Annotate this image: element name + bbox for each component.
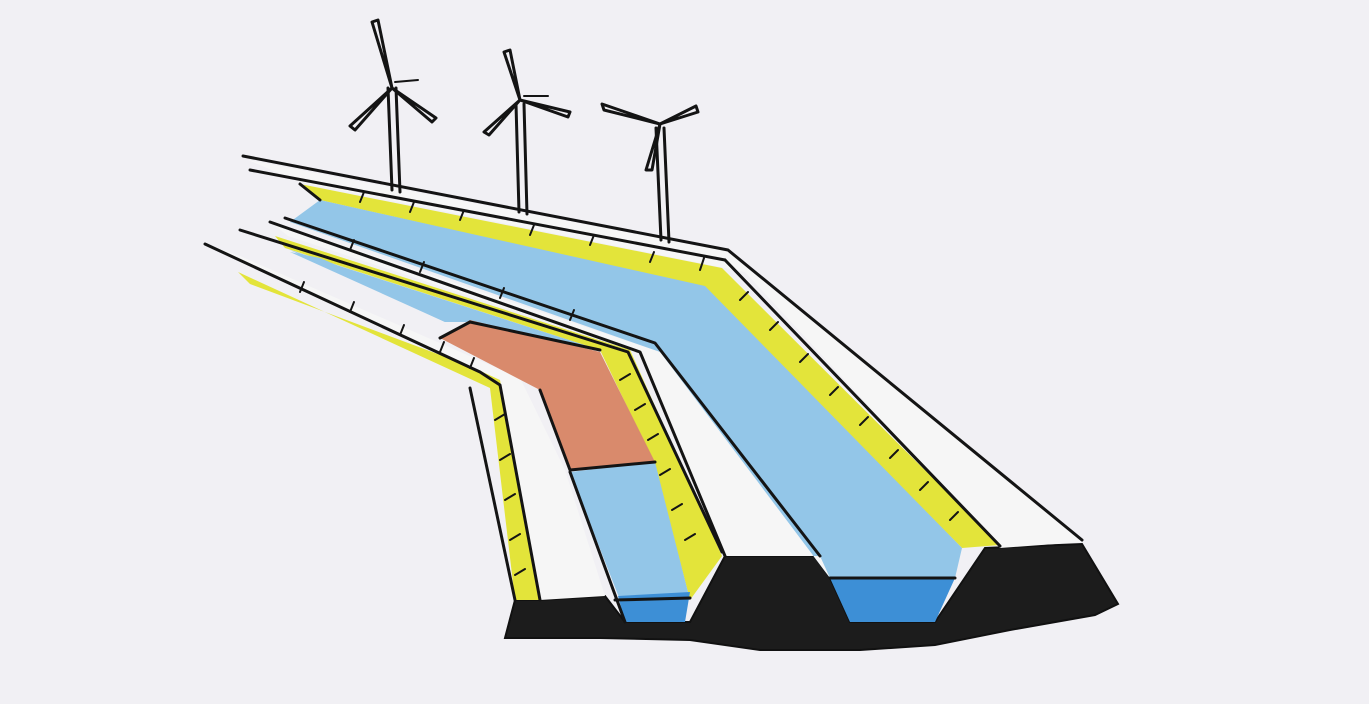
right-channel-water-deep (830, 578, 955, 622)
right-channel-embankment (300, 184, 1000, 548)
left-channel-outer-embankment (238, 272, 540, 600)
earth-cross-section (503, 542, 1120, 651)
middle-bank (268, 220, 830, 578)
left-channel-water-deep (618, 592, 690, 622)
left-channel-water-lower (570, 462, 690, 600)
left-channel-white-bank (205, 244, 605, 600)
right-channel (248, 160, 1082, 622)
left-channel-water-slope (290, 250, 600, 350)
left-channel (205, 236, 722, 622)
wind-turbine-3 (600, 102, 700, 244)
ink-outlines (203, 154, 1084, 624)
right-channel-outer-bank (248, 160, 1082, 548)
wind-turbine-1 (348, 18, 438, 194)
left-channel-lining (440, 320, 655, 470)
embankment-hatching (299, 191, 959, 576)
wind-turbine-2 (482, 48, 572, 216)
right-channel-water (290, 200, 962, 578)
